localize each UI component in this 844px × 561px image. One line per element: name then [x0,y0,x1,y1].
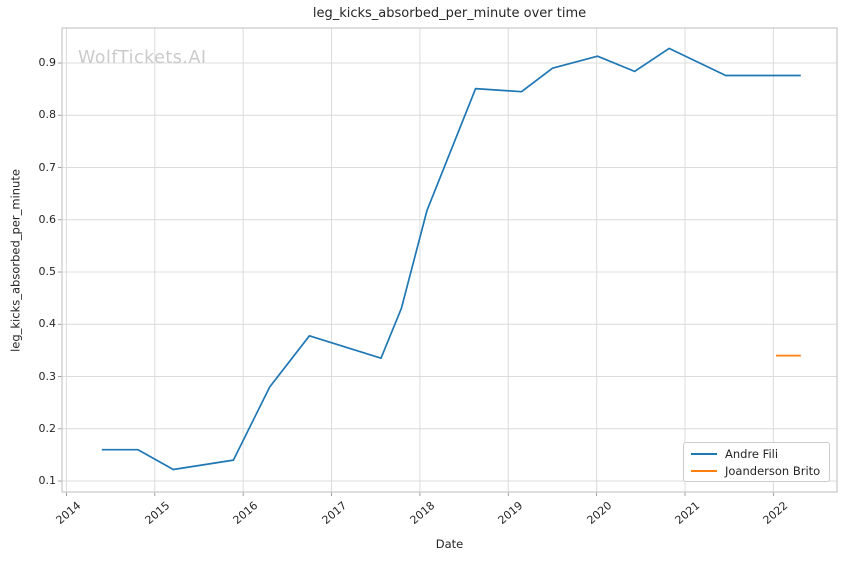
watermark: WolfTickets.AI [78,48,207,68]
legend-label: Andre Fili [725,446,779,461]
x-axis-label: Date [435,537,464,551]
y-tick-label: 0.8 [38,108,57,122]
y-axis-label: leg_kicks_absorbed_per_minute [8,169,23,352]
legend-item: Joanderson Brito [691,464,822,478]
chart-title: leg_kicks_absorbed_per_minute over time [312,6,587,21]
legend: Andre Fili Joanderson Brito [683,442,830,482]
legend-line-swatch-blue [691,452,717,455]
legend-label: Joanderson Brito [725,463,821,478]
y-tick-label: 0.7 [38,160,57,174]
axes-border [61,27,838,493]
legend-line-swatch-orange [691,469,717,472]
legend-item: Andre Fili [691,447,822,461]
y-tick-label: 0.4 [38,317,57,331]
y-tick-label: 0.6 [38,212,57,226]
y-tick-label: 0.1 [38,474,57,488]
y-tick-label: 0.5 [38,265,57,279]
y-tick-label: 0.2 [38,421,57,435]
y-tick-label: 0.3 [38,369,57,383]
y-tick-label: 0.9 [38,56,57,69]
series-line-andre-fili [101,47,801,471]
